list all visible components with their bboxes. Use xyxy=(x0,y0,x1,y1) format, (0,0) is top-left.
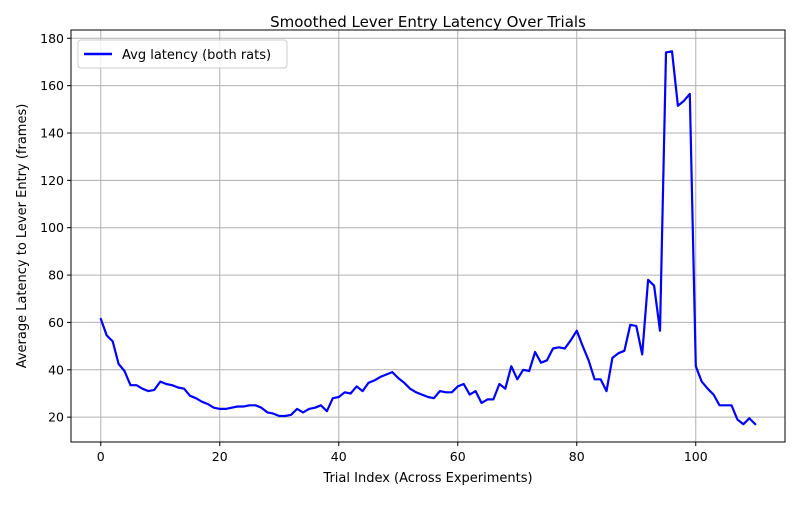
x-tick-label: 0 xyxy=(97,449,105,464)
x-axis-title: Trial Index (Across Experiments) xyxy=(322,471,532,486)
x-tick-label: 60 xyxy=(450,449,466,464)
x-tick-label: 20 xyxy=(212,449,228,464)
y-tick-label: 80 xyxy=(48,268,64,283)
y-tick-label: 180 xyxy=(40,31,64,46)
series-line xyxy=(99,50,757,426)
chart-title: Smoothed Lever Entry Latency Over Trials xyxy=(270,13,586,31)
y-tick-label: 20 xyxy=(48,410,64,425)
y-tick-label: 60 xyxy=(48,315,64,330)
legend: Avg latency (both rats) xyxy=(77,39,288,69)
x-tick-label: 40 xyxy=(331,449,347,464)
y-tick-label: 140 xyxy=(40,126,64,141)
legend-box xyxy=(77,39,288,69)
x-tick-label: 80 xyxy=(569,449,585,464)
y-tick-label: 40 xyxy=(48,362,64,377)
plot-data xyxy=(99,50,757,426)
plot-area-frame xyxy=(70,29,786,443)
axis-ticks: 0 20 40 60 80 100 20 40 60 80 100 120 140 160 180 xyxy=(40,31,708,464)
y-tick-label: 100 xyxy=(40,220,64,235)
y-tick-label: 160 xyxy=(40,78,64,93)
y-tick-label: 120 xyxy=(40,173,64,188)
x-tick-label: 100 xyxy=(684,449,708,464)
y-axis-title: Average Latency to Lever Entry (frames) xyxy=(15,104,30,369)
legend-label: Avg latency (both rats) xyxy=(122,48,271,63)
